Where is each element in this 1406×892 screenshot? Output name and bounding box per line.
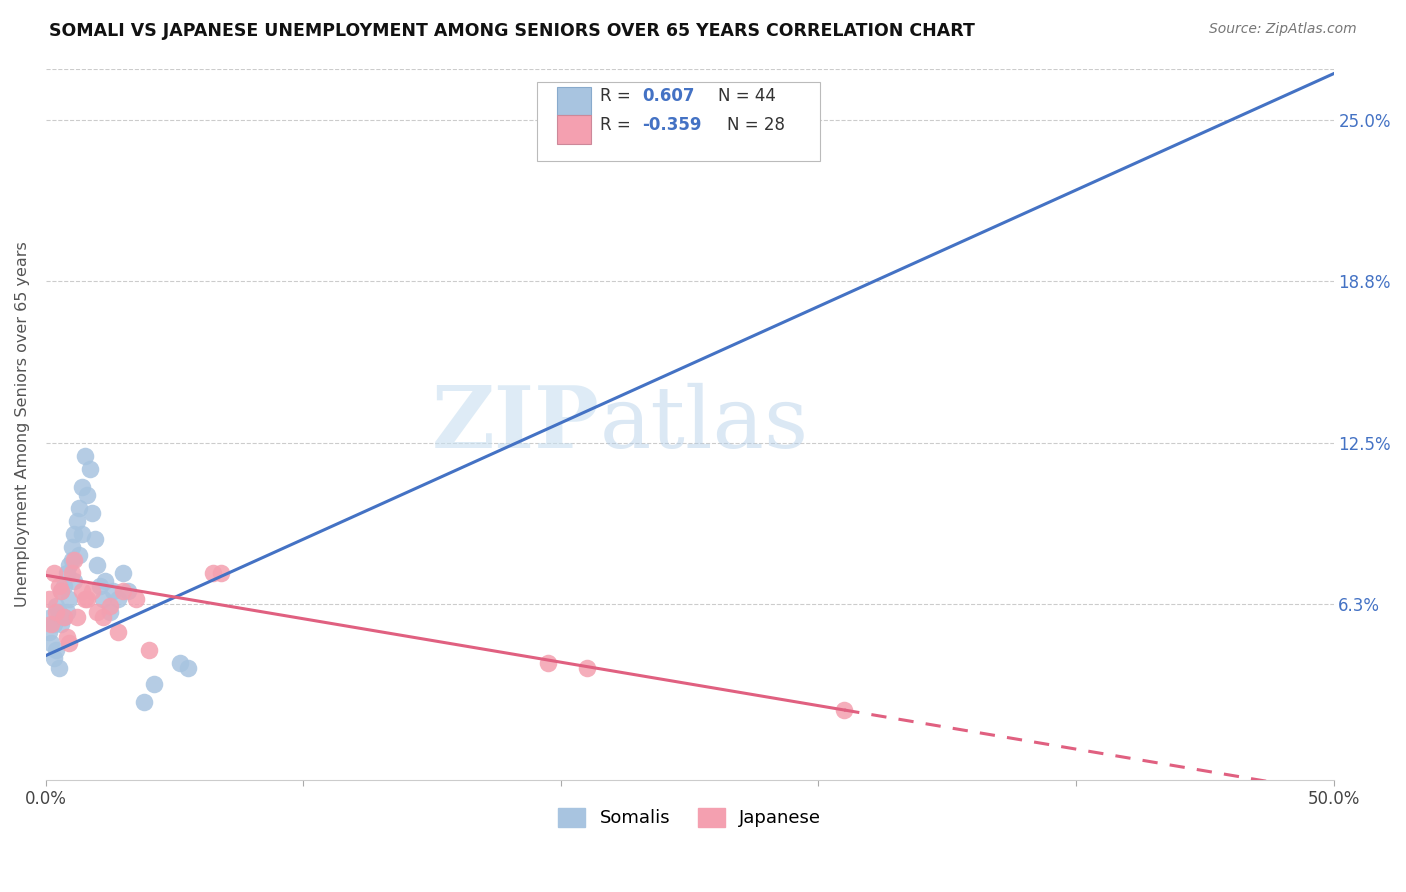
Text: N = 28: N = 28 [727,116,785,134]
Point [42,617,65,632]
Point [112,583,135,598]
Point [98,605,121,619]
Point [79,462,101,476]
Point [169,657,191,671]
Point [76,591,98,606]
Point [39,617,62,632]
Point [58,635,80,649]
Point [51,583,73,598]
Point [53,609,76,624]
Point [55,566,77,580]
Point [83,532,105,546]
Point [91,609,114,624]
Point [66,609,89,624]
Text: ZIP: ZIP [432,382,599,466]
Text: R =: R = [600,87,637,105]
Point [63,553,86,567]
Point [38,591,60,606]
Point [55,631,77,645]
Point [55,605,77,619]
Text: R =: R = [600,116,637,134]
Text: Source: ZipAtlas.com: Source: ZipAtlas.com [1209,22,1357,37]
Point [58,558,80,572]
Point [45,605,67,619]
Point [209,566,232,580]
Point [51,583,73,598]
Point [94,574,117,588]
Point [76,488,98,502]
Point [48,661,70,675]
Point [143,677,166,691]
Point [832,703,855,717]
Point [66,514,89,528]
Point [107,591,129,606]
Point [107,625,129,640]
Point [58,591,80,606]
Point [117,583,139,598]
Point [53,609,76,624]
Point [132,695,155,709]
Point [575,661,598,675]
Point [98,599,121,614]
Point [537,657,560,671]
Text: N = 44: N = 44 [718,87,776,105]
Point [70,583,93,598]
Point [125,591,148,606]
Point [38,625,60,640]
Text: -0.359: -0.359 [643,116,702,134]
Text: SOMALI VS JAPANESE UNEMPLOYMENT AMONG SENIORS OVER 65 YEARS CORRELATION CHART: SOMALI VS JAPANESE UNEMPLOYMENT AMONG SE… [49,22,976,40]
Point [39,609,62,624]
Point [48,605,70,619]
Text: 0.607: 0.607 [643,87,695,105]
Point [70,527,93,541]
Legend: Somalis, Japanese: Somalis, Japanese [551,801,828,835]
Point [60,553,83,567]
Text: atlas: atlas [599,383,808,466]
Point [53,579,76,593]
Point [45,643,67,657]
Point [42,651,65,665]
Point [73,450,96,464]
Point [112,566,135,580]
Point [202,566,225,580]
Point [45,599,67,614]
Point [60,566,83,580]
Point [48,579,70,593]
Point [51,617,73,632]
Point [101,583,124,598]
Point [86,605,108,619]
Point [82,506,104,520]
Point [86,558,108,572]
Point [69,548,91,562]
Point [91,591,114,606]
Point [42,566,65,580]
Point [69,501,91,516]
Point [60,540,83,554]
Point [138,643,160,657]
Point [176,661,198,675]
Point [63,574,86,588]
Point [82,583,104,598]
Point [73,591,96,606]
Point [39,635,62,649]
Point [70,480,93,494]
Point [89,579,111,593]
Y-axis label: Unemployment Among Seniors over 65 years: Unemployment Among Seniors over 65 years [15,241,30,607]
Point [63,527,86,541]
